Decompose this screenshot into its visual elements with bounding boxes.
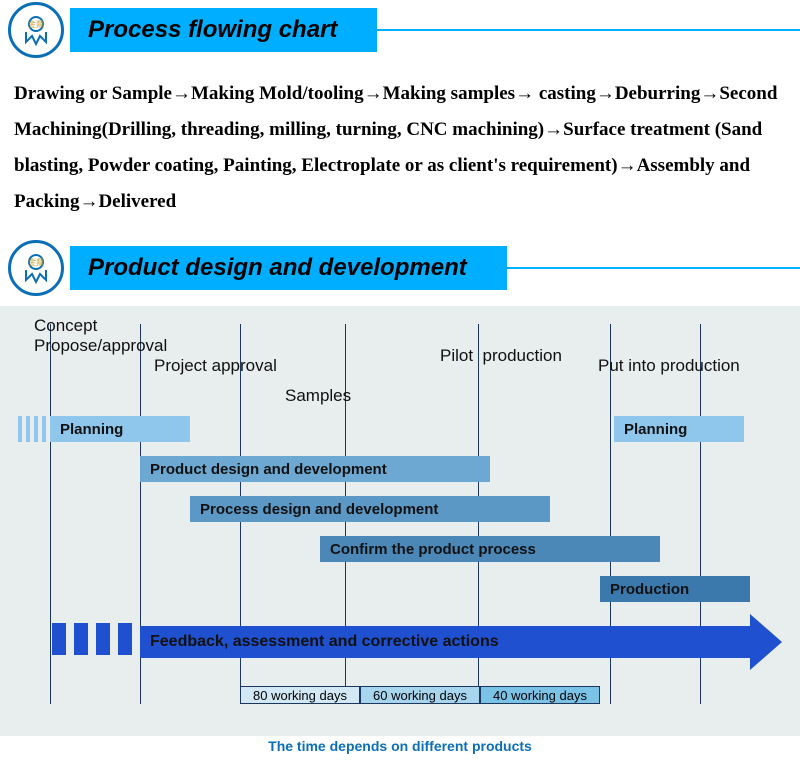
milestone-label: Samples	[285, 386, 351, 406]
time-scale-segment: 60 working days	[360, 686, 480, 704]
gantt-chart: Concept Propose/approvalProject approval…	[0, 306, 800, 736]
title-underline	[377, 29, 800, 31]
chart-footer-note: The time depends on different products	[0, 738, 800, 754]
gantt-bar: Product design and development	[140, 456, 490, 482]
gantt-bar: Planning	[614, 416, 744, 442]
milestone-label: Put into production	[598, 356, 740, 376]
time-scale-segment: 40 working days	[480, 686, 600, 704]
milestone-label: Pilot production	[440, 346, 562, 366]
arrow-head-icon	[750, 614, 782, 670]
section-title: Process flowing chart	[70, 8, 377, 52]
section-title: Product design and development	[70, 246, 507, 290]
feedback-arrow-band: Feedback, assessment and corrective acti…	[140, 626, 750, 658]
time-scale-segment: 80 working days	[240, 686, 360, 704]
title-block: Product design and development	[70, 244, 800, 292]
process-flow-text: Drawing or Sample→Making Mold/tooling→Ma…	[0, 68, 800, 238]
svg-text:金鼎: 金鼎	[28, 19, 44, 29]
gantt-bar: Production	[600, 576, 750, 602]
section-header-design: 金鼎 Product design and development	[0, 238, 800, 298]
company-logo-icon: 金鼎	[8, 2, 64, 58]
gantt-bar: Confirm the product process	[320, 536, 660, 562]
arrow-start-ticks-icon	[52, 626, 132, 652]
section-header-process: 金鼎 Process flowing chart	[0, 0, 800, 60]
gantt-bar: Process design and development	[190, 496, 550, 522]
start-ticks-icon	[18, 416, 46, 442]
company-logo-icon: 金鼎	[8, 240, 64, 296]
gantt-bar: Planning	[50, 416, 190, 442]
milestone-label: Project approval	[154, 356, 277, 376]
milestone-vline	[50, 324, 51, 704]
title-block: Process flowing chart	[70, 6, 800, 54]
title-underline	[507, 267, 800, 269]
svg-text:金鼎: 金鼎	[28, 257, 44, 267]
milestone-label: Concept Propose/approval	[34, 316, 167, 356]
